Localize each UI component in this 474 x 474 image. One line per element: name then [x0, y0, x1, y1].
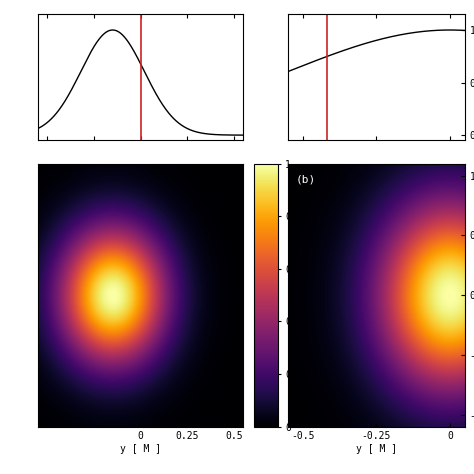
X-axis label: y [ M ]: y [ M ]	[120, 444, 161, 454]
Text: (b): (b)	[295, 174, 316, 184]
X-axis label: y [ M ]: y [ M ]	[356, 444, 397, 454]
